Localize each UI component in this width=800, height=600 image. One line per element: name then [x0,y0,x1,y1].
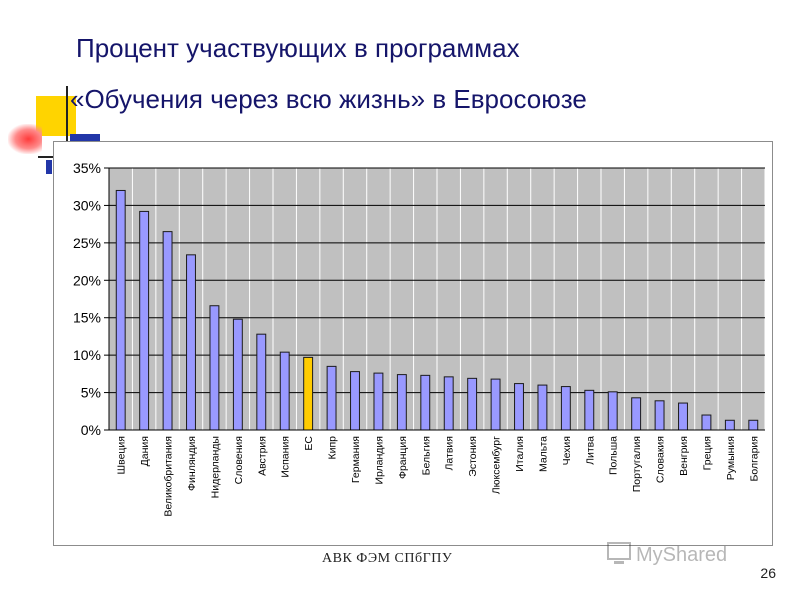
x-tick-label: Люксембург [491,436,503,494]
decor-blue-bar [70,134,100,144]
y-tick-label: 0% [81,422,101,438]
decor-blue-mark [46,160,52,174]
bar-20 [560,386,571,431]
bar-7 [256,333,267,431]
bar-10 [326,365,337,431]
bar-11 [350,371,360,431]
decor-red-glow [8,124,42,154]
x-tick-label: Словакия [655,436,667,483]
x-tick-label: Испания [280,436,292,478]
x-tick-label: Кипр [327,436,339,460]
y-tick-label: 10% [73,347,101,363]
y-tick-label: 25% [73,235,101,251]
y-tick-label: 20% [73,272,101,288]
bar-17 [490,378,501,431]
x-tick-label: Бельгия [420,436,432,475]
bar-26 [701,414,712,431]
decor-vertical-line [66,86,68,156]
bar-8 [279,351,290,431]
bar-22 [607,391,618,431]
x-tick-label: Латвия [444,436,456,470]
x-tick-label: Финляндия [186,436,198,491]
x-tick-label: Чехия [561,436,573,465]
x-tick-label: Австрия [256,436,268,476]
bar-19 [537,384,548,431]
bar-27 [724,419,735,431]
bar-9 [303,356,314,431]
x-tick-label: Венгрия [678,436,690,476]
x-tick-label: Швеция [116,436,128,475]
bar-3 [162,231,173,431]
bar-14 [420,374,431,431]
bar-23 [631,397,642,431]
bar-4 [186,254,196,431]
bar-5 [209,305,220,431]
x-tick-label: Литва [584,436,596,465]
bar-15 [443,376,454,431]
bar-chart: 0% 5% 10% 15% 20% 25% 30% 35% Швеция Дания Великоб… [73,160,766,517]
x-tick-label: Великобритания [163,436,175,517]
x-tick-label: Польша [608,436,620,475]
x-tick-label: Эстония [467,436,479,477]
bar-16 [467,377,478,431]
bar-2 [139,210,150,431]
x-tick-label: ЕС [303,436,315,451]
x-tick-label: Германия [350,436,362,483]
slide-title-line2: «Обучения через всю жизнь» в Евросоюзе [70,84,587,114]
x-tick-label: Румыния [725,436,737,480]
x-tick-label: Нидерланды [209,436,221,498]
page-number: 26 [760,565,776,581]
x-tick-label: Франция [397,436,409,479]
watermark-logo: MyShared [607,542,727,566]
y-tick-label: 30% [73,197,101,213]
x-tick-label: Португалия [631,436,643,492]
x-tick-label: Болгария [748,436,760,481]
watermark-text: MyShared [636,544,727,566]
bar-12 [373,372,384,431]
y-tick-label: 35% [73,160,101,176]
bar-18 [514,383,524,431]
x-tick-label: Италия [514,436,526,472]
x-tick-label: Дания [139,436,151,466]
bar-24 [654,400,665,431]
y-tick-label: 15% [73,310,101,326]
slide-title-line1: Процент участвующих в программах [76,33,520,63]
y-tick-label: 5% [81,385,101,401]
x-tick-label: Словения [233,436,245,484]
bar-25 [678,402,688,431]
bar-28 [748,419,759,431]
x-tick-label: Мальта [537,436,549,472]
decor-yellow-square [36,96,76,136]
x-tick-label: Ирландия [373,436,385,484]
slide-footer: АВК ФЭМ СПбГПУ [322,551,453,566]
bar-6 [232,318,243,431]
bar-13 [396,374,407,431]
x-tick-label: Греция [701,436,713,470]
bar-21 [584,389,595,431]
bar-1 [115,189,126,431]
